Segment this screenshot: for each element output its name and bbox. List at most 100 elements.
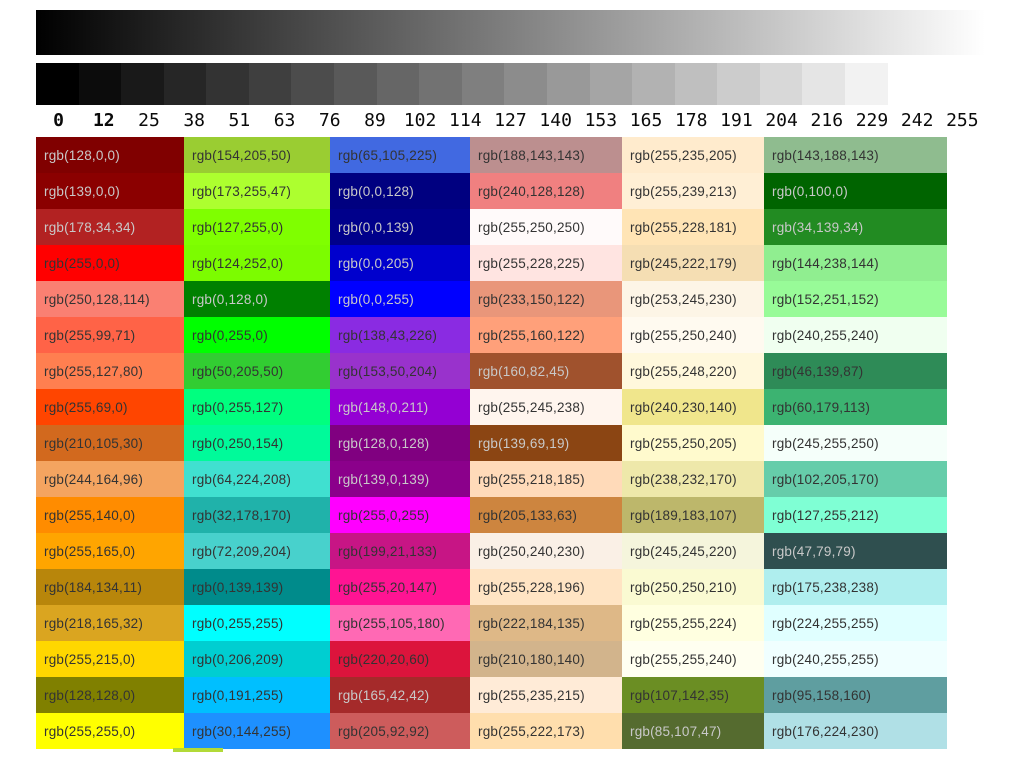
color-swatch-label: rgb(34,139,34) — [772, 219, 864, 235]
grayscale-step — [376, 63, 420, 105]
color-swatch: rgb(255,235,205) — [622, 137, 764, 173]
color-swatch-label: rgb(218,165,32) — [44, 615, 144, 631]
color-swatch-label: rgb(199,21,133) — [338, 543, 438, 559]
color-swatch-label: rgb(85,107,47) — [630, 723, 722, 739]
color-swatch-label: rgb(173,255,47) — [192, 183, 292, 199]
color-swatch: rgb(0,0,139) — [330, 209, 470, 245]
grayscale-step — [759, 63, 803, 105]
color-swatch: rgb(255,245,238) — [470, 389, 622, 425]
color-swatch-label: rgb(184,134,11) — [44, 579, 143, 595]
palette-column: rgb(143,188,143) rgb(0,100,0) rgb(34,139,3… — [764, 137, 947, 749]
scale-tick-label: 0 — [53, 110, 65, 131]
color-swatch-label: rgb(240,255,240) — [772, 327, 879, 343]
color-swatch-label: rgb(152,251,152) — [772, 291, 879, 307]
color-swatch-label: rgb(255,127,80) — [44, 363, 144, 379]
color-swatch-label: rgb(233,150,122) — [478, 291, 585, 307]
color-swatch-label: rgb(153,50,204) — [338, 363, 438, 379]
color-swatch: rgb(176,224,230) — [764, 713, 947, 749]
grayscale-step — [674, 63, 718, 105]
color-swatch: rgb(255,160,122) — [470, 317, 622, 353]
color-swatch-label: rgb(160,82,45) — [478, 363, 570, 379]
scale-tick-label: 127 — [494, 110, 527, 131]
color-swatch-label: rgb(0,191,255) — [192, 687, 284, 703]
scale-tick-label: 153 — [584, 110, 618, 131]
color-swatch: rgb(95,158,160) — [764, 677, 947, 713]
grayscale-step — [334, 63, 377, 105]
color-swatch-label: rgb(72,209,204) — [192, 543, 292, 559]
grayscale-step — [121, 63, 164, 105]
color-swatch-label: rgb(0,0,205) — [338, 255, 414, 271]
color-swatch: rgb(72,209,204) — [184, 533, 330, 569]
color-swatch: rgb(255,140,0) — [36, 497, 184, 533]
grayscale-step — [546, 63, 590, 105]
color-swatch-label: rgb(154,205,50) — [192, 147, 292, 163]
scale-tick-label: 216 — [810, 110, 844, 131]
color-swatch-label: rgb(255,0,0) — [44, 255, 120, 271]
color-swatch-label: rgb(139,0,0) — [44, 183, 120, 199]
color-swatch: rgb(128,0,128) — [330, 425, 470, 461]
color-swatch: rgb(250,240,230) — [470, 533, 622, 569]
color-swatch-label: rgb(0,0,255) — [338, 291, 414, 307]
color-swatch-label: rgb(255,250,250) — [478, 219, 585, 235]
color-swatch: rgb(0,255,255) — [184, 605, 330, 641]
color-swatch-label: rgb(0,255,127) — [192, 399, 284, 415]
color-swatch-label: rgb(240,230,140) — [630, 399, 737, 415]
color-swatch: rgb(233,150,122) — [470, 281, 622, 317]
color-swatch-label: rgb(124,252,0) — [192, 255, 284, 271]
color-swatch: rgb(255,228,181) — [622, 209, 764, 245]
color-swatch-label: rgb(255,20,147) — [338, 579, 438, 595]
color-swatch: rgb(127,255,0) — [184, 209, 330, 245]
color-swatch: rgb(127,255,212) — [764, 497, 947, 533]
color-swatch-label: rgb(210,180,140) — [478, 651, 585, 667]
color-swatch-label: rgb(128,128,0) — [44, 687, 136, 703]
color-swatch: rgb(175,238,238) — [764, 569, 947, 605]
color-swatch-label: rgb(255,245,238) — [478, 399, 585, 415]
color-swatch-label: rgb(255,69,0) — [44, 399, 128, 415]
grayscale-step — [461, 63, 505, 105]
color-swatch: rgb(240,255,240) — [764, 317, 947, 353]
color-swatch: rgb(0,250,154) — [184, 425, 330, 461]
scale-tick-label: 242 — [900, 110, 934, 131]
palette-column: rgb(188,143,143) rgb(240,128,128) rgb(255,… — [470, 137, 622, 749]
color-swatch: rgb(50,205,50) — [184, 353, 330, 389]
color-swatch-label: rgb(255,0,255) — [338, 507, 430, 523]
color-swatch: rgb(139,0,0) — [36, 173, 184, 209]
color-swatch-label: rgb(127,255,0) — [192, 219, 284, 235]
color-swatch: rgb(245,222,179) — [622, 245, 764, 281]
color-swatch: rgb(139,69,19) — [470, 425, 622, 461]
scale-tick-label: 76 — [318, 110, 341, 131]
color-swatch-label: rgb(255,255,240) — [630, 651, 737, 667]
color-swatch-label: rgb(127,255,212) — [772, 507, 879, 523]
color-swatch-label: rgb(255,218,185) — [478, 471, 585, 487]
color-swatch-label: rgb(255,140,0) — [44, 507, 136, 523]
color-swatch-label: rgb(46,139,87) — [772, 363, 864, 379]
color-swatch-label: rgb(175,238,238) — [772, 579, 879, 595]
color-swatch: rgb(128,128,0) — [36, 677, 184, 713]
color-swatch: rgb(47,79,79) — [764, 533, 947, 569]
color-swatch: rgb(30,144,255) — [184, 713, 330, 749]
grayscale-step — [78, 63, 122, 105]
color-swatch-label: rgb(245,245,220) — [630, 543, 737, 559]
color-swatch: rgb(255,0,255) — [330, 497, 470, 533]
scale-tick-label: 191 — [720, 110, 753, 131]
color-swatch-label: rgb(255,255,0) — [44, 723, 136, 739]
grayscale-step-bar — [36, 63, 931, 105]
color-swatch: rgb(255,69,0) — [36, 389, 184, 425]
color-swatch: rgb(240,230,140) — [622, 389, 764, 425]
color-swatch: rgb(205,92,92) — [330, 713, 470, 749]
scale-tick-label: 12 — [92, 110, 115, 131]
color-swatch-label: rgb(144,238,144) — [772, 255, 879, 271]
color-swatch-label: rgb(220,20,60) — [338, 651, 430, 667]
color-swatch: rgb(255,239,213) — [622, 173, 764, 209]
grayscale-step — [291, 63, 335, 105]
color-swatch: rgb(255,228,196) — [470, 569, 622, 605]
color-swatch: rgb(139,0,139) — [330, 461, 470, 497]
grayscale-step — [632, 63, 675, 105]
palette-column: rgb(255,235,205) rgb(255,239,213) rgb(255,… — [622, 137, 764, 749]
grayscale-gradient-bar — [36, 10, 985, 55]
color-swatch-label: rgb(255,255,224) — [630, 615, 737, 631]
color-swatch-label: rgb(250,240,230) — [478, 543, 585, 559]
color-swatch: rgb(255,165,0) — [36, 533, 184, 569]
color-swatch: rgb(255,255,0) — [36, 713, 184, 749]
